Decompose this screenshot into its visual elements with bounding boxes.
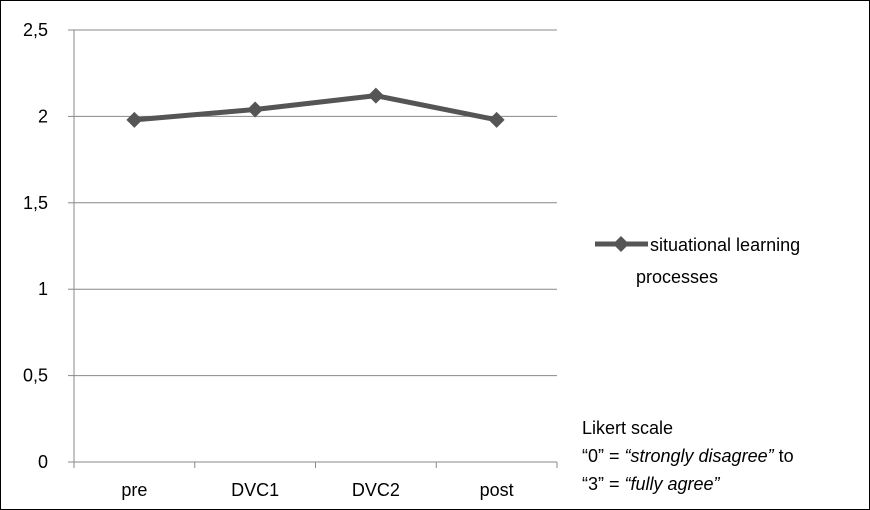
likert-title: Likert scale: [582, 418, 674, 438]
gridlines: [74, 29, 557, 377]
data-point-marker: [367, 87, 384, 104]
x-tick-label: post: [480, 480, 514, 500]
x-tick-label: pre: [121, 480, 147, 500]
data-point-marker: [488, 111, 505, 128]
likert-line-0-suffix: to: [773, 446, 794, 466]
data-point-marker: [247, 101, 264, 118]
likert-line-3-italic: “fully agree”: [624, 474, 720, 494]
likert-line-0: “0” = “strongly disagree” to: [582, 442, 794, 470]
likert-line-0-italic: “strongly disagree”: [624, 446, 774, 466]
likert-line-3: “3” = “fully agree”: [582, 470, 794, 498]
legend-label-line1: situational learning: [650, 235, 800, 255]
likert-scale-note: Likert scale “0” = “strongly disagree” t…: [582, 414, 794, 498]
legend: situational learning processes: [595, 235, 800, 287]
y-tick-label: 1,5: [23, 193, 48, 213]
x-axis-ticks: pre DVC1 DVC2 post: [121, 480, 513, 500]
y-axis-ticks: 0 0,5 1 1,5 2 2,5: [23, 20, 48, 472]
data-point-marker: [126, 111, 143, 128]
likert-line-3-prefix: “3” =: [582, 474, 625, 494]
legend-marker: [613, 236, 629, 252]
y-tick-label: 0: [38, 452, 48, 472]
y-tick-label: 2,5: [23, 20, 48, 40]
y-tick-label: 1: [38, 279, 48, 299]
y-tick-label: 0,5: [23, 366, 48, 386]
series-group: [126, 87, 505, 128]
axes: [68, 29, 558, 468]
x-tick-label: DVC1: [231, 480, 279, 500]
legend-label-line2: processes: [636, 267, 718, 287]
likert-line-0-prefix: “0” =: [582, 446, 625, 466]
y-tick-label: 2: [38, 106, 48, 126]
x-tick-label: DVC2: [352, 480, 400, 500]
series-line: [134, 93, 498, 123]
